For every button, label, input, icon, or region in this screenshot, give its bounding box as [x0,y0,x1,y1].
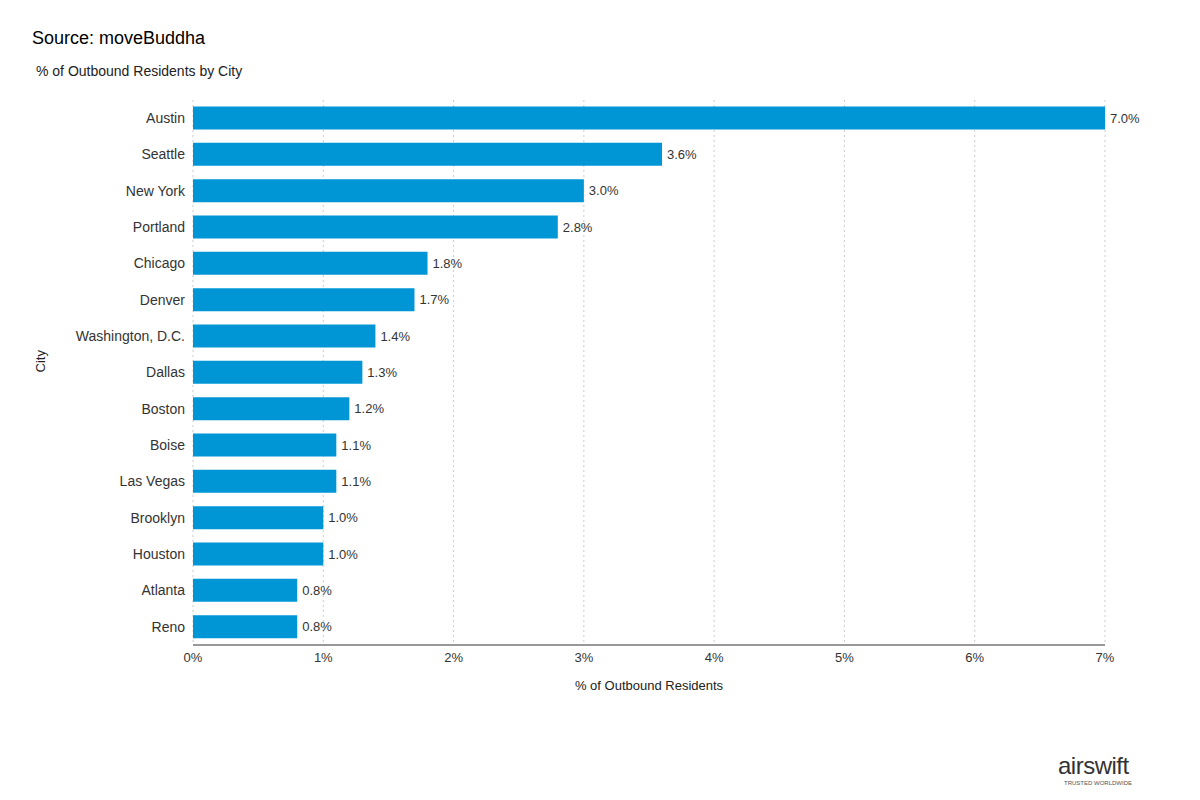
svg-text:Denver: Denver [140,292,185,308]
svg-text:5%: 5% [835,650,854,665]
html-text:airswift: airswift [1058,752,1129,779]
html-text:TRUSTED WORLDWIDE: TRUSTED WORLDWIDE [1064,780,1132,786]
svg-text:Reno: Reno [152,619,186,635]
svg-text:Boston: Boston [141,401,185,417]
svg-text:3.6%: 3.6% [667,147,697,162]
html-text:% of Outbound Residents by Cit: % of Outbound Residents by City [36,63,243,79]
html-text:Source: moveBuddha: Source: moveBuddha [32,28,206,48]
svg-text:1.1%: 1.1% [341,438,371,453]
svg-text:1.8%: 1.8% [433,256,463,271]
svg-text:2.8%: 2.8% [563,220,593,235]
svg-text:1%: 1% [314,650,333,665]
svg-text:City: City [33,350,48,373]
svg-text:Chicago: Chicago [134,255,186,271]
svg-text:0.8%: 0.8% [302,619,332,634]
svg-text:2%: 2% [444,650,463,665]
svg-text:1.0%: 1.0% [328,510,358,525]
svg-text:Portland: Portland [133,219,185,235]
svg-text:New York: New York [126,183,186,199]
svg-text:0.8%: 0.8% [302,583,332,598]
svg-text:Washington, D.C.: Washington, D.C. [76,328,185,344]
svg-text:Boise: Boise [150,437,185,453]
svg-text:Seattle: Seattle [141,146,185,162]
svg-text:4%: 4% [705,650,724,665]
svg-text:Austin: Austin [146,110,185,126]
svg-text:% of Outbound Residents: % of Outbound Residents [575,678,724,693]
svg-text:Brooklyn: Brooklyn [131,510,185,526]
svg-text:7.0%: 7.0% [1110,111,1140,126]
svg-text:3.0%: 3.0% [589,183,619,198]
svg-text:1.0%: 1.0% [328,547,358,562]
svg-text:Houston: Houston [133,546,185,562]
svg-text:1.7%: 1.7% [419,292,449,307]
svg-text:6%: 6% [965,650,984,665]
svg-text:Las Vegas: Las Vegas [120,473,185,489]
svg-text:3%: 3% [574,650,593,665]
svg-text:0%: 0% [184,650,203,665]
svg-text:1.1%: 1.1% [341,474,371,489]
svg-text:Atlanta: Atlanta [141,582,185,598]
svg-text:7%: 7% [1096,650,1115,665]
svg-text:Dallas: Dallas [146,364,185,380]
svg-text:1.2%: 1.2% [354,401,384,416]
svg-text:1.4%: 1.4% [380,329,410,344]
svg-text:1.3%: 1.3% [367,365,397,380]
